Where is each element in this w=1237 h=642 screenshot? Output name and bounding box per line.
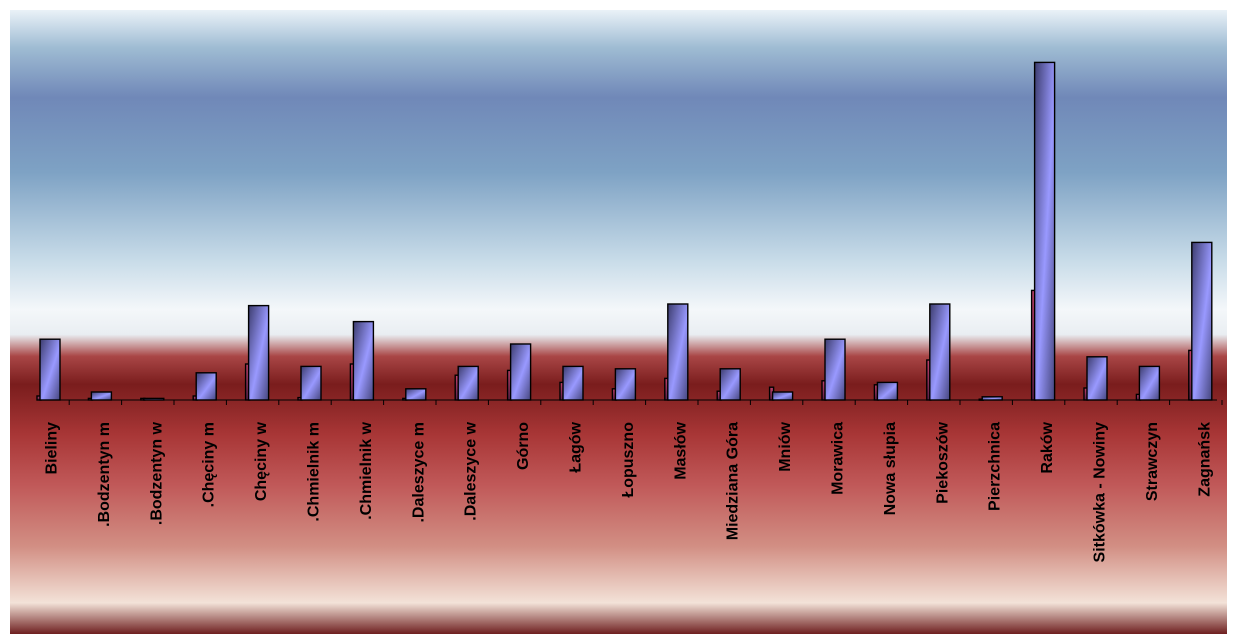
x-tick-label: Zagnańsk — [1196, 422, 1213, 497]
bar-series2-21 — [1138, 365, 1161, 401]
x-tick-label: Miedziana Góra — [725, 422, 742, 540]
x-tick-label: Raków — [1039, 421, 1056, 473]
bar-series2-1 — [90, 391, 113, 401]
bar-series2-14 — [771, 391, 794, 401]
bar-series2-11 — [614, 368, 637, 401]
bar-series2-9 — [509, 343, 532, 401]
x-tick-label: Masłów — [672, 421, 689, 479]
bar-series2-22 — [1191, 241, 1213, 401]
plot-background — [10, 10, 1227, 634]
bars-group — [36, 61, 1213, 401]
x-tick-label: Łopuszno — [620, 422, 637, 498]
x-tick-label: .Bodzentyn w — [148, 421, 165, 525]
x-tick-label: .Bodzentyn m — [96, 422, 113, 527]
x-tick-label: Chęciny w — [253, 421, 270, 501]
x-tick-label: Łagów — [568, 421, 585, 472]
bar-series2-13 — [719, 368, 741, 401]
bar-series2-12 — [667, 303, 689, 401]
x-labels-group: Bieliny .Bodzentyn m .Bodzentyn w .Chęciny … — [44, 421, 1214, 562]
x-tick-label: Mniów — [777, 421, 794, 471]
x-tick-label: .Daleszyce m — [410, 422, 427, 523]
bar-series2-10 — [562, 365, 584, 401]
bar-series2-0 — [39, 338, 61, 401]
bar-series2-3 — [195, 372, 217, 401]
bar-series2-16 — [876, 381, 899, 401]
bar-series2-6 — [352, 320, 375, 401]
x-ticks-group — [68, 400, 1223, 405]
bar-series2-5 — [300, 365, 322, 401]
x-tick-label: Górno — [515, 422, 532, 470]
x-tick-label: Bieliny — [44, 422, 61, 475]
bar-series2-15 — [824, 338, 846, 401]
x-tick-label: Pierzchnica — [987, 422, 1004, 511]
bar-series2-20 — [1086, 356, 1108, 401]
x-tick-label: .Daleszyce w — [463, 421, 480, 520]
bar-series2-7 — [405, 388, 427, 401]
bar-series2-8 — [457, 365, 479, 401]
bar-series2-4 — [247, 304, 270, 401]
x-tick-label: .Chmielnik w — [358, 421, 375, 519]
x-tick-label: Nowa słupia — [882, 422, 899, 515]
bar-series2-19 — [1033, 61, 1056, 401]
x-tick-label: .Chmielnik m — [306, 422, 323, 522]
bar-series2-17 — [929, 303, 951, 401]
x-tick-label: Strawczyn — [1144, 422, 1161, 501]
x-tick-label: Piekoszów — [934, 421, 951, 503]
x-tick-label: .Chęciny m — [201, 422, 218, 507]
x-tick-label: Morawica — [830, 422, 847, 495]
x-tick-label: Sitkówka - Nowiny — [1092, 422, 1109, 563]
